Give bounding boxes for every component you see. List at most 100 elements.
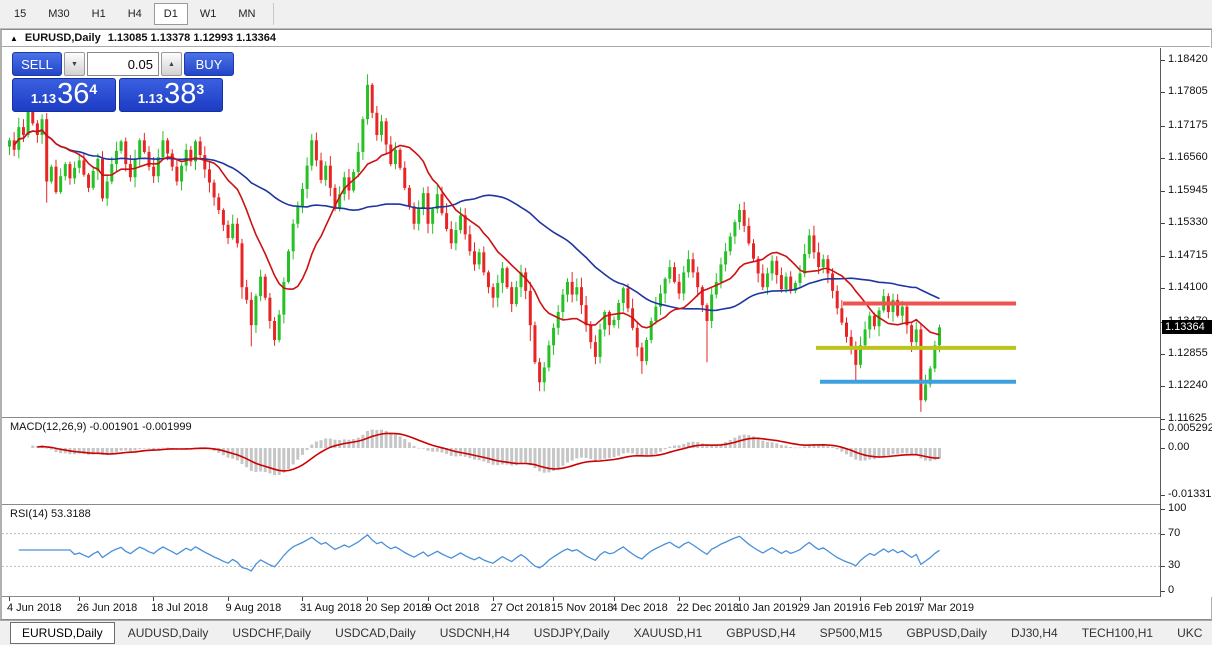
timeframe-button-MN[interactable]: MN	[238, 8, 256, 20]
current-price-tag: 1.13364	[1162, 320, 1212, 335]
macd-histogram-bar	[333, 439, 337, 448]
candle-body	[156, 157, 160, 177]
candle-body	[752, 243, 755, 259]
date-axis-tick	[153, 597, 155, 601]
timeframe-button-D1[interactable]: D1	[153, 3, 188, 25]
date-axis-tick	[492, 597, 494, 601]
timeframe-button-15[interactable]: 15	[14, 8, 27, 20]
chart-tab-USDCNH-H4[interactable]: USDCNH,H4	[439, 626, 510, 640]
candle-body	[821, 259, 825, 268]
macd-histogram-bar	[919, 448, 923, 459]
candle-body	[733, 222, 737, 237]
macd-histogram-bar	[482, 448, 486, 462]
macd-histogram-bar	[756, 438, 760, 448]
candle-body	[370, 84, 374, 113]
macd-histogram-bar	[807, 444, 811, 448]
macd-histogram-bar	[291, 448, 295, 465]
sell-price-display[interactable]: 1.13 36 4	[12, 78, 116, 112]
axis-tick	[1161, 448, 1165, 449]
date-axis[interactable]: 4 Jun 2018 26 Jun 2018 18 Jul 2018 9 Aug 20…	[2, 597, 1160, 619]
candle-body	[454, 230, 458, 244]
macd-histogram-bar	[314, 441, 318, 448]
chart-tab-DJ30-H4[interactable]: DJ30,H4	[1011, 626, 1058, 640]
candle-body	[431, 208, 435, 224]
rsi-axis-label: 30	[1168, 559, 1181, 572]
timeframe-button-H4[interactable]: H4	[127, 8, 142, 20]
candle-body	[291, 223, 295, 252]
timeframe-button-W1[interactable]: W1	[199, 8, 217, 20]
chart-tab-UKC[interactable]: UKC	[1177, 626, 1203, 640]
sell-button[interactable]: SELL	[12, 52, 62, 76]
collapse-trading-panel-icon[interactable]: ▲	[10, 33, 18, 43]
candle-body	[561, 294, 565, 312]
macd-histogram-bar	[835, 448, 839, 450]
chevron-up-icon: ▲	[168, 60, 175, 68]
candle-body	[161, 140, 165, 158]
candle-body	[910, 325, 914, 343]
candle-body	[542, 367, 546, 383]
macd-histogram-bar	[621, 448, 625, 454]
chart-tab-EURUSD-Daily[interactable]: EURUSD,Daily	[10, 622, 115, 644]
chart-tab-TECH100-H1[interactable]: TECH100,H1	[1081, 626, 1154, 640]
macd-histogram-bar	[114, 448, 118, 453]
candle-body	[663, 278, 667, 294]
chart-tab-GBPUSD-Daily[interactable]: GBPUSD,Daily	[906, 626, 988, 640]
candle-body	[463, 215, 467, 235]
macd-histogram-bar	[352, 439, 356, 448]
candle-body	[77, 160, 81, 168]
chart-tab-SP500-M15[interactable]: SP500,M15	[819, 626, 883, 640]
axis-tick	[1161, 288, 1165, 290]
price-axis-label: 1.17805	[1168, 85, 1208, 98]
macd-histogram-bar	[500, 448, 504, 465]
volume-increase-button[interactable]: ▲	[161, 52, 182, 76]
macd-histogram-bar	[612, 448, 616, 458]
chart-tab-USDCHF-Daily[interactable]: USDCHF,Daily	[232, 626, 312, 640]
buy-button[interactable]: BUY	[184, 52, 234, 76]
candle-body	[728, 236, 732, 252]
candle-body	[621, 288, 625, 304]
candle-body	[672, 267, 676, 282]
timeframe-button-H1[interactable]: H1	[91, 8, 106, 20]
volume-input[interactable]	[87, 52, 159, 76]
chart-tab-GBPUSD-H4[interactable]: GBPUSD,H4	[726, 626, 796, 640]
macd-histogram-bar	[249, 448, 253, 471]
candle-body	[659, 293, 662, 307]
macd-indicator-pane[interactable]	[2, 419, 1160, 504]
chart-tab-AUDUSD-Daily[interactable]: AUDUSD,Daily	[127, 626, 209, 640]
candle-body	[389, 144, 393, 165]
chart-tab-XAUUSD-H1[interactable]: XAUUSD,H1	[633, 626, 703, 640]
price-chart-pane[interactable]	[2, 48, 1160, 417]
price-axis[interactable]: 1.18420 1.17805 1.17175 1.16560 1.15945 1.153…	[1160, 48, 1212, 597]
fast-ma-line	[13, 129, 940, 336]
rsi-axis-label: 70	[1168, 526, 1181, 539]
macd-histogram-bar	[91, 448, 95, 455]
chart-tab-USDJPY-Daily[interactable]: USDJPY,Daily	[533, 626, 610, 640]
chart-title-strip: ▲ EURUSD,Daily 1.13085 1.13378 1.12993 1…	[2, 30, 1210, 47]
macd-histogram-bar	[552, 448, 556, 471]
volume-decrease-button[interactable]: ▼	[64, 52, 85, 76]
candle-body	[207, 169, 211, 183]
buy-price-prefix: 1.13	[137, 91, 164, 106]
macd-histogram-bar	[101, 448, 104, 455]
candle-body	[496, 282, 500, 298]
macd-histogram-bar	[910, 448, 914, 455]
rsi-label: RSI(14) 53.3188	[10, 508, 91, 520]
chart-tab-USDCAD-Daily[interactable]: USDCAD,Daily	[335, 626, 416, 640]
pane-separator[interactable]	[2, 504, 1210, 505]
timeframe-button-M30[interactable]: M30	[48, 8, 70, 20]
candle-body	[170, 153, 174, 167]
axis-tick	[1161, 509, 1165, 510]
buy-price-display[interactable]: 1.13 38 3	[119, 78, 223, 112]
date-axis-label: 9 Aug 2018	[225, 602, 282, 614]
pane-separator[interactable]	[2, 417, 1210, 418]
candle-body	[793, 282, 797, 291]
macd-histogram-bar	[584, 448, 588, 458]
candle-body	[105, 181, 109, 199]
rsi-indicator-pane[interactable]	[2, 506, 1160, 596]
macd-axis-label: 0.005292	[1168, 422, 1212, 435]
candle-body	[696, 272, 700, 288]
macd-histogram-bar	[49, 448, 53, 450]
candle-body	[779, 275, 783, 290]
macd-signal-line	[37, 432, 940, 472]
candle-body	[324, 165, 328, 180]
